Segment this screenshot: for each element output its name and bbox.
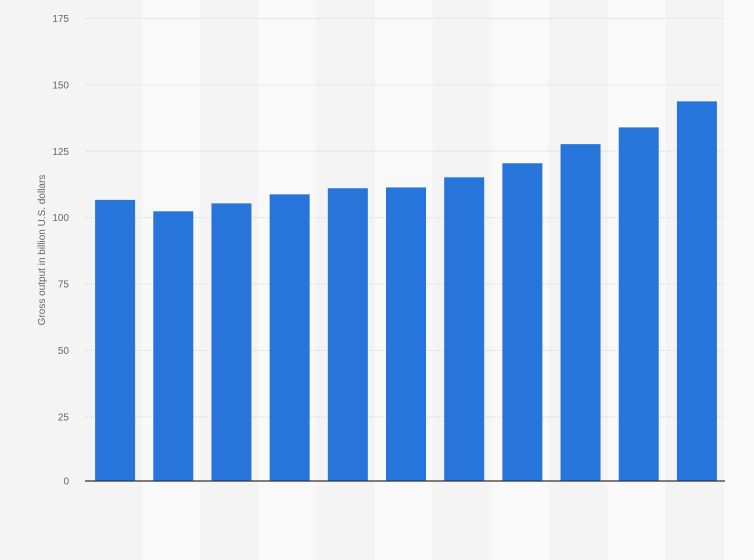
y-tick-label: 50 [58,346,70,357]
bar[interactable] [153,211,194,481]
bar[interactable] [211,203,252,481]
bar[interactable] [560,144,601,482]
bar[interactable] [444,177,485,481]
bar[interactable] [502,163,543,481]
y-tick-label: 175 [52,14,69,25]
bar[interactable] [676,101,717,482]
y-tick-label: 150 [52,80,69,91]
bar[interactable] [327,188,368,482]
bar[interactable] [269,194,310,481]
bar[interactable] [95,199,136,482]
y-axis-label: Gross output in billion U.S. dollars [37,175,48,326]
bar[interactable] [386,187,426,481]
y-tick-label: 75 [58,280,70,291]
bar[interactable] [618,127,659,482]
y-tick-label: 25 [58,412,70,423]
y-tick-label: 100 [52,213,69,224]
background-band [723,0,754,560]
y-tick-label: 0 [63,477,69,488]
y-tick-label: 125 [52,147,69,158]
